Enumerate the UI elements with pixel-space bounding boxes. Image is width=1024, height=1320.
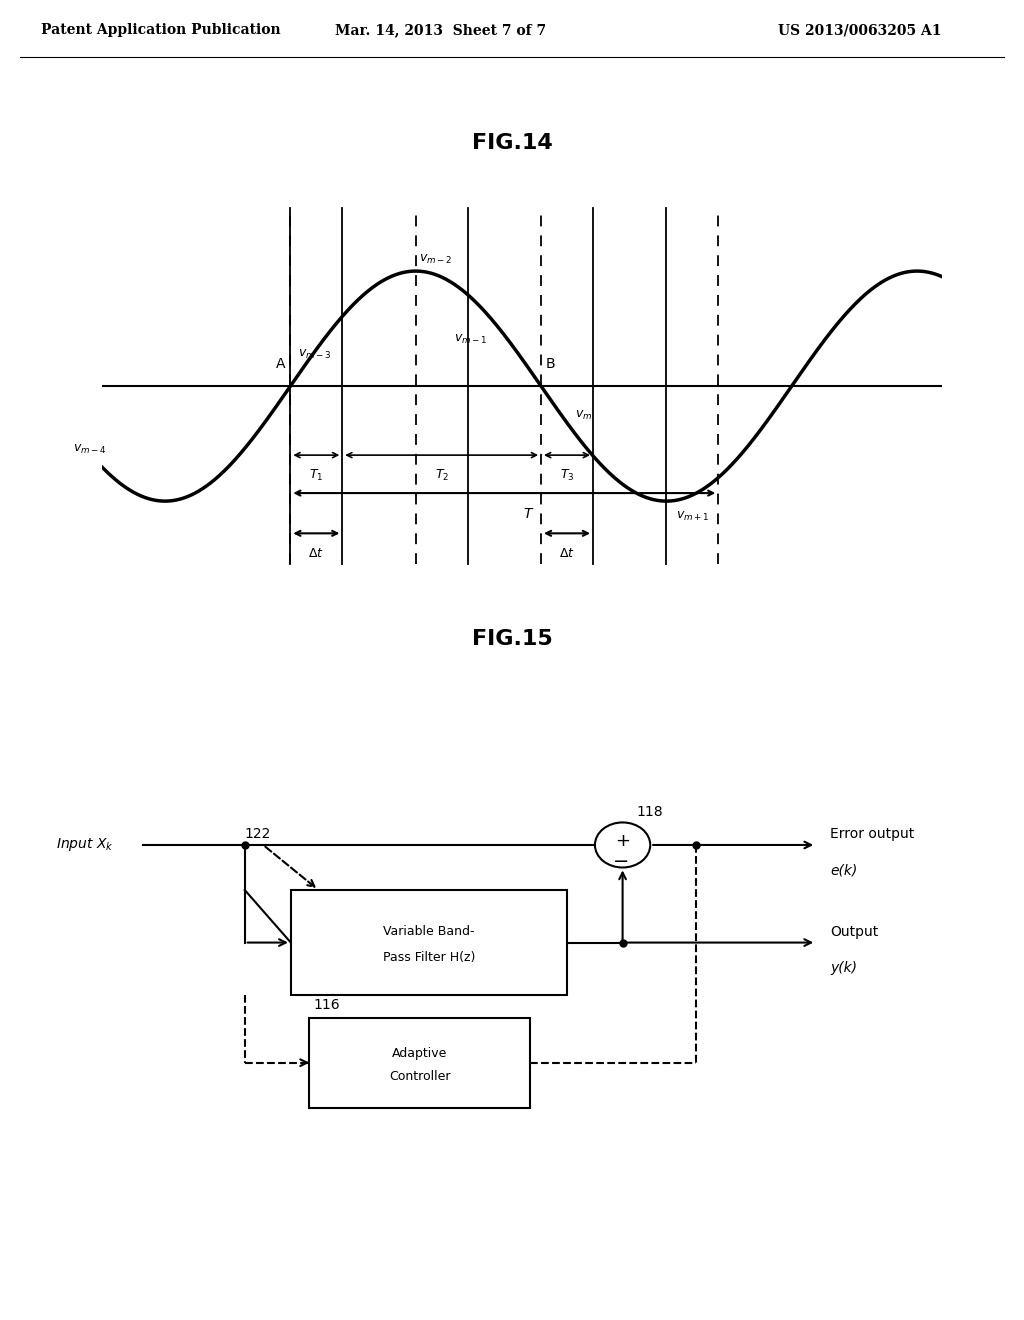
Text: US 2013/0063205 A1: US 2013/0063205 A1 (778, 24, 942, 37)
Text: $T_2$: $T_2$ (434, 467, 449, 483)
Text: $v_{m+1}$: $v_{m+1}$ (676, 511, 710, 524)
Text: $\Delta t$: $\Delta t$ (308, 546, 325, 560)
Text: Adaptive: Adaptive (392, 1047, 447, 1060)
Text: e(k): e(k) (830, 863, 857, 878)
Text: Variable Band-: Variable Band- (383, 925, 475, 937)
Text: y(k): y(k) (830, 961, 857, 975)
Text: FIG.15: FIG.15 (472, 628, 552, 648)
Text: 118: 118 (637, 805, 664, 818)
Text: +: + (615, 832, 630, 850)
Bar (309, 1018, 530, 1107)
Text: Controller: Controller (389, 1069, 451, 1082)
Text: Patent Application Publication: Patent Application Publication (41, 24, 281, 37)
Text: Error output: Error output (830, 828, 914, 841)
Text: Pass Filter H(z): Pass Filter H(z) (383, 952, 475, 964)
Text: $T$: $T$ (522, 507, 534, 521)
Text: FIG.14: FIG.14 (472, 132, 552, 153)
Text: 116: 116 (313, 998, 341, 1011)
Text: $v_m$: $v_m$ (574, 409, 592, 422)
Text: 122: 122 (245, 828, 271, 841)
Text: B: B (546, 358, 555, 371)
Text: Mar. 14, 2013  Sheet 7 of 7: Mar. 14, 2013 Sheet 7 of 7 (335, 24, 546, 37)
Bar (291, 890, 567, 995)
Text: A: A (276, 358, 286, 371)
Text: $v_{m-2}$: $v_{m-2}$ (419, 253, 453, 267)
Text: $v_{m-1}$: $v_{m-1}$ (454, 333, 487, 346)
Text: $\Delta t$: $\Delta t$ (559, 546, 574, 560)
Text: $T_3$: $T_3$ (560, 467, 574, 483)
Text: Input $X_k$: Input $X_k$ (56, 837, 114, 854)
Text: −: − (612, 851, 629, 871)
Text: Output: Output (830, 925, 879, 939)
Text: $v_{m-3}$: $v_{m-3}$ (298, 347, 332, 360)
Text: $v_{m-4}$: $v_{m-4}$ (73, 442, 106, 455)
Text: $T_1$: $T_1$ (309, 467, 324, 483)
